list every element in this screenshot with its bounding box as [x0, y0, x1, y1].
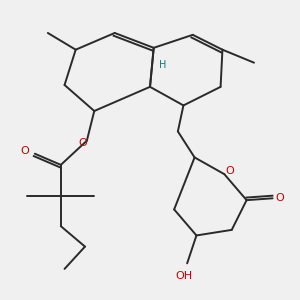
Text: H: H — [159, 59, 167, 70]
Text: O: O — [20, 146, 29, 156]
Text: O: O — [226, 166, 234, 176]
Text: O: O — [78, 138, 87, 148]
Text: OH: OH — [175, 271, 192, 281]
Text: O: O — [276, 193, 284, 202]
